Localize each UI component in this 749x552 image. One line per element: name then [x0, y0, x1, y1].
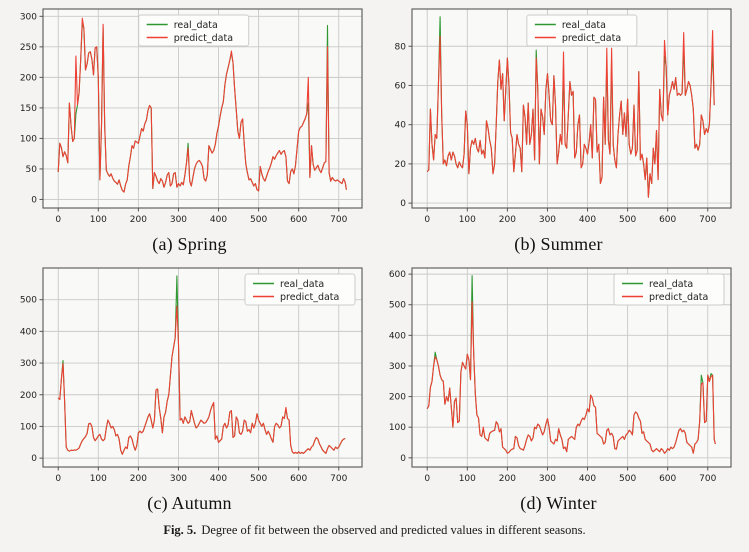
y-tick-label: 200	[19, 73, 36, 83]
x-tick-label: 300	[169, 215, 186, 225]
legend-label-predict_data: predict_data	[561, 33, 620, 44]
legend-box	[525, 14, 637, 47]
y-tick-label: 250	[19, 43, 36, 53]
chart-summer: 0 100 200 300 400 500 600 700 0 20 40 60 80 real_data…	[394, 8, 732, 225]
y-tick-label: 600	[388, 270, 405, 280]
x-tick-label: 700	[699, 215, 716, 225]
chart-winter: 0 100 200 300 400 500 600 700 0 100 200 300 400 500 60…	[388, 267, 732, 484]
x-tick-label: 200	[498, 474, 515, 484]
plot-spines	[41, 267, 363, 468]
x-tick-label: 400	[578, 215, 595, 225]
series-line-predict_data	[57, 305, 345, 455]
y-tick-label: 100	[19, 134, 36, 144]
x-tick-label: 0	[55, 474, 61, 484]
x-tick-label: 500	[619, 215, 636, 225]
figure-caption-label: Fig. 5.	[163, 523, 197, 537]
subcaption-autumn: (c) Autumn	[147, 493, 232, 513]
y-tick-label: 40	[394, 121, 406, 131]
legend-box	[244, 273, 355, 306]
y-tick-label: 200	[19, 391, 36, 401]
legend-label-real_data: real_data	[173, 20, 217, 31]
y-tick-label: 300	[19, 12, 36, 22]
plot-spines	[410, 8, 732, 209]
legend-box	[613, 273, 724, 306]
subplot-grid: 0 100 200 300 400 500 600 700 0 50 100 150 200 250 300…	[5, 4, 744, 514]
x-tick-label: 200	[129, 474, 146, 484]
plot-spines	[410, 267, 732, 468]
y-tick-label: 80	[394, 42, 406, 52]
x-tick-label: 500	[250, 474, 267, 484]
legend-label-real_data: real_data	[280, 279, 324, 290]
legend-label-predict_data: predict_data	[649, 292, 708, 303]
y-tick-label: 300	[19, 359, 36, 369]
y-tick-label: 500	[19, 296, 36, 306]
legend-label-real_data: real_data	[561, 20, 605, 31]
y-tick-label: 300	[388, 362, 405, 372]
x-tick-label: 300	[538, 215, 555, 225]
y-tick-label: 50	[25, 165, 37, 175]
x-tick-label: 600	[290, 474, 307, 484]
x-tick-label: 600	[659, 474, 676, 484]
y-tick-label: 200	[388, 393, 405, 403]
y-tick-label: 400	[19, 327, 36, 337]
y-tick-label: 0	[400, 199, 406, 209]
x-tick-label: 0	[424, 215, 430, 225]
y-tick-label: 0	[31, 195, 37, 205]
x-tick-label: 400	[209, 215, 226, 225]
x-tick-label: 500	[250, 215, 267, 225]
chart-autumn: 0 100 200 300 400 500 600 700 0 100 200 300 400 500 re…	[19, 267, 363, 484]
subcaption-spring: (a) Spring	[152, 234, 227, 254]
y-tick-label: 400	[388, 331, 405, 341]
y-tick-label: 500	[388, 301, 405, 311]
figure-caption: Fig. 5. Degree of fit between the observe…	[5, 523, 744, 538]
x-tick-label: 700	[330, 474, 347, 484]
legend-label-predict_data: predict_data	[173, 33, 232, 44]
x-tick-label: 100	[458, 474, 475, 484]
x-tick-label: 200	[129, 215, 146, 225]
legend-box	[137, 14, 249, 47]
series-line-predict_data	[57, 17, 347, 193]
x-tick-label: 700	[330, 215, 347, 225]
x-tick-label: 500	[619, 474, 636, 484]
x-tick-label: 200	[498, 215, 515, 225]
y-tick-label: 60	[394, 81, 406, 91]
y-tick-label: 0	[31, 454, 37, 464]
panel-winter: 0 100 200 300 400 500 600 700 0 100 200 300 400 500 60…	[374, 263, 743, 514]
plot-spines	[41, 8, 363, 209]
x-tick-label: 400	[578, 474, 595, 484]
x-tick-label: 100	[89, 215, 106, 225]
chart-spring: 0 100 200 300 400 500 600 700 0 50 100 150 200 250 300…	[19, 8, 363, 225]
y-tick-label: 20	[394, 160, 406, 170]
x-tick-label: 700	[699, 474, 716, 484]
figure-caption-text: Degree of fit between the observed and p…	[201, 523, 586, 537]
series-line-predict_data	[426, 30, 715, 198]
x-tick-label: 0	[55, 215, 61, 225]
subcaption-winter: (d) Winter	[520, 493, 597, 513]
panel-summer: 0 100 200 300 400 500 600 700 0 20 40 60 80 real_data…	[374, 4, 743, 255]
x-tick-label: 300	[538, 474, 555, 484]
legend-label-real_data: real_data	[649, 279, 693, 290]
panel-spring: 0 100 200 300 400 500 600 700 0 50 100 150 200 250 300…	[5, 4, 374, 255]
y-tick-label: 100	[388, 423, 405, 433]
y-tick-label: 150	[19, 104, 36, 114]
x-tick-label: 0	[424, 474, 430, 484]
legend-label-predict_data: predict_data	[280, 292, 339, 303]
x-tick-label: 400	[209, 474, 226, 484]
panel-autumn: 0 100 200 300 400 500 600 700 0 100 200 300 400 500 re…	[5, 263, 374, 514]
x-tick-label: 600	[290, 215, 307, 225]
x-tick-label: 300	[169, 474, 186, 484]
y-tick-label: 0	[400, 454, 406, 464]
y-tick-label: 100	[19, 422, 36, 432]
x-tick-label: 600	[659, 215, 676, 225]
x-tick-label: 100	[458, 215, 475, 225]
x-tick-label: 100	[89, 474, 106, 484]
series-line-predict_data	[426, 301, 716, 454]
subcaption-summer: (b) Summer	[514, 234, 603, 254]
